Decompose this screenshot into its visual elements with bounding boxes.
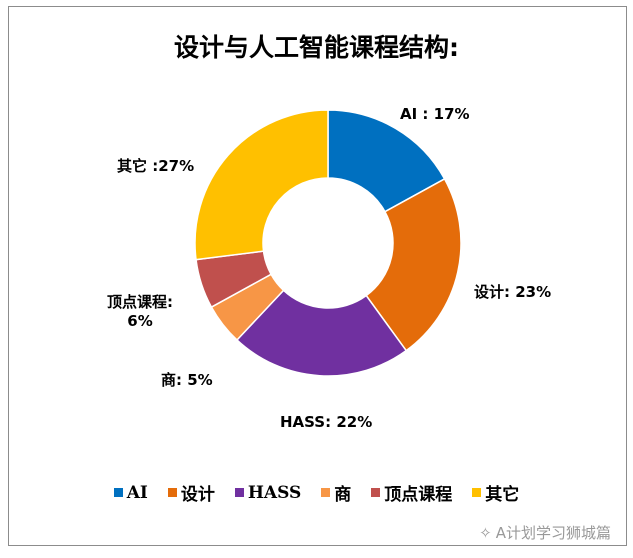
data-label-capstone: 顶点课程: 6%: [92, 291, 188, 330]
chart-frame: [8, 6, 627, 546]
legend-label: 设计: [180, 485, 215, 505]
legend-label: 商: [334, 485, 352, 505]
watermark-text: A计划学习狮城篇: [495, 524, 611, 542]
legend-item: AI: [113, 480, 148, 505]
legend-swatch: [113, 488, 123, 497]
data-label-hass: HASS: 22%: [280, 413, 373, 431]
chart-title: 设计与人工智能课程结构:: [174, 33, 459, 62]
data-label-other: 其它 :27%: [117, 157, 195, 175]
legend-swatch: [321, 488, 331, 497]
data-label-capstone-value: 6%: [127, 312, 153, 330]
legend-label: 其它: [485, 485, 520, 505]
data-label-capstone-name: 顶点课程:: [107, 293, 173, 311]
data-label-business: 商: 5%: [161, 371, 213, 389]
donut-slice-5: [194, 109, 329, 261]
donut-slice-2: [235, 289, 408, 377]
legend-swatch: [472, 488, 482, 497]
legend-label: 顶点课程: [384, 485, 453, 505]
legend-label: HASS: [247, 482, 302, 503]
data-label-ai: AI : 17%: [400, 105, 470, 123]
watermark: ✧ A计划学习狮城篇: [479, 522, 611, 543]
donut-slice-1: [365, 177, 462, 352]
legend-swatch: [167, 488, 177, 497]
legend-swatch: [371, 488, 381, 497]
legend-item: HASS: [234, 480, 302, 505]
legend-item: 其它: [472, 480, 519, 505]
legend: AI 设计 HASS 商 顶点课程 其它: [0, 480, 633, 505]
legend-item: 设计: [167, 480, 215, 505]
data-label-design: 设计: 23%: [474, 283, 552, 301]
legend-item: 商: [321, 480, 351, 505]
legend-item: 顶点课程: [371, 480, 452, 505]
legend-label: AI: [126, 482, 148, 503]
wechat-icon: ✧: [479, 523, 492, 542]
legend-swatch: [234, 488, 244, 497]
